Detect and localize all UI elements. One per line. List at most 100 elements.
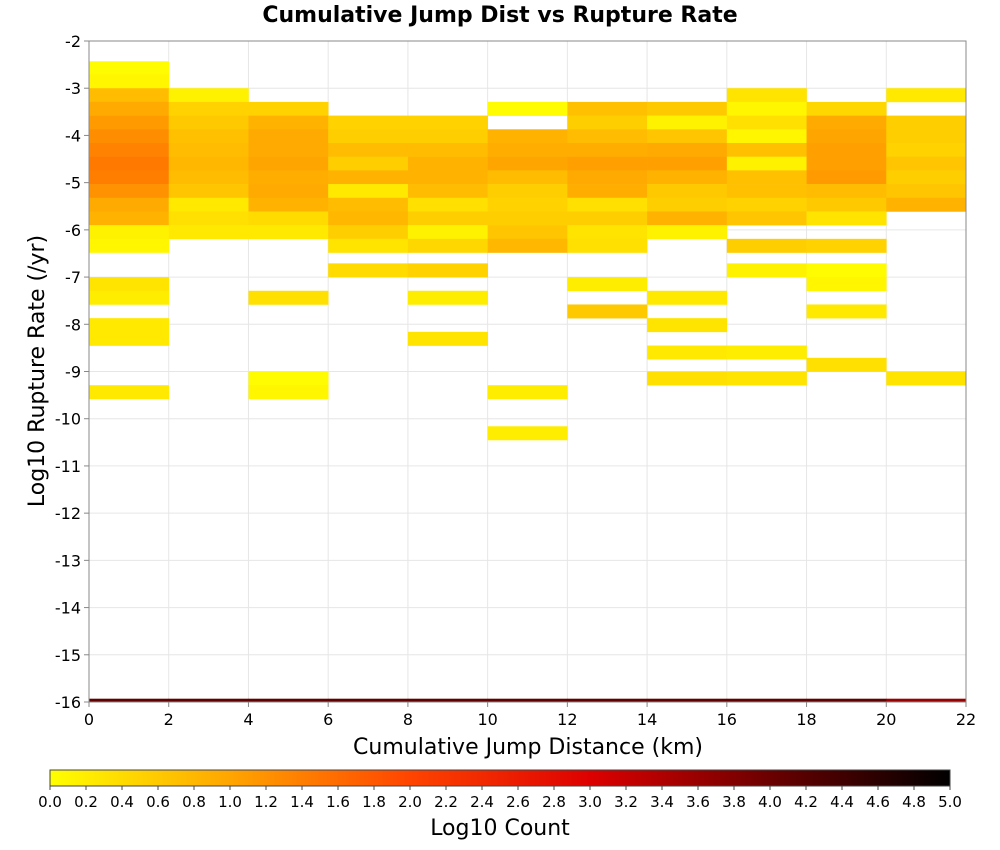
heatmap-cell bbox=[89, 331, 170, 346]
colorbar-tick-label: 4.2 bbox=[794, 793, 818, 811]
heatmap-cell bbox=[487, 698, 568, 703]
heatmap-cell bbox=[567, 142, 648, 157]
heatmap-cell bbox=[567, 115, 648, 130]
y-axis-label: Log10 Rupture Rate (/yr) bbox=[25, 235, 50, 507]
colorbar-tick-label: 2.4 bbox=[470, 793, 494, 811]
heatmap-cell bbox=[168, 129, 249, 144]
colorbar-tick-label: 1.6 bbox=[326, 793, 350, 811]
heatmap-cell bbox=[328, 184, 409, 199]
heatmap-cell bbox=[248, 211, 329, 226]
heatmap-cell bbox=[328, 142, 409, 157]
heatmap-cell bbox=[726, 129, 807, 144]
heatmap-cell bbox=[726, 211, 807, 226]
heatmap-cell bbox=[407, 184, 488, 199]
y-tick-label: -15 bbox=[55, 646, 81, 665]
heatmap-cell bbox=[407, 698, 488, 703]
x-tick-label: 22 bbox=[956, 710, 976, 729]
heatmap-cell bbox=[168, 698, 249, 703]
heatmap-cell bbox=[248, 371, 329, 386]
heatmap-cell bbox=[806, 263, 887, 278]
heatmap-cell bbox=[886, 129, 967, 144]
x-tick-label: 16 bbox=[717, 710, 737, 729]
colorbar-tick-label: 4.6 bbox=[866, 793, 890, 811]
colorbar-tick-label: 2.2 bbox=[434, 793, 458, 811]
heatmap-cell bbox=[89, 156, 170, 171]
heatmap-cell bbox=[248, 142, 329, 157]
colorbar-tick-label: 0.0 bbox=[38, 793, 62, 811]
y-tick-label: -8 bbox=[65, 315, 81, 334]
heatmap-cell bbox=[726, 142, 807, 157]
colorbar-tick-label: 2.8 bbox=[542, 793, 566, 811]
heatmap-cell bbox=[886, 698, 967, 703]
heatmap-cell bbox=[567, 304, 648, 319]
heatmap-cell bbox=[726, 184, 807, 199]
colorbar-tick-label: 3.4 bbox=[650, 793, 674, 811]
heatmap-cell bbox=[886, 184, 967, 199]
heatmap-cell bbox=[487, 211, 568, 226]
heatmap-cell bbox=[168, 197, 249, 212]
heatmap-cell bbox=[89, 385, 170, 400]
x-tick-label: 6 bbox=[323, 710, 333, 729]
heatmap-cell bbox=[567, 170, 648, 185]
heatmap-cell bbox=[168, 101, 249, 116]
heatmap-cell bbox=[487, 426, 568, 441]
heatmap-cell bbox=[806, 184, 887, 199]
heatmap-cell bbox=[567, 156, 648, 171]
heatmap-cell bbox=[647, 211, 728, 226]
heatmap-cell bbox=[168, 88, 249, 103]
heatmap-cell bbox=[726, 197, 807, 212]
heatmap-cell bbox=[567, 101, 648, 116]
heatmap-cell bbox=[89, 211, 170, 226]
heatmap-cell bbox=[806, 698, 887, 703]
heatmap-cell bbox=[487, 184, 568, 199]
heatmap-cell bbox=[567, 184, 648, 199]
heatmap-cell bbox=[328, 698, 409, 703]
heatmap-cell bbox=[248, 225, 329, 240]
heatmap-cell bbox=[647, 184, 728, 199]
heatmap-cell bbox=[248, 115, 329, 130]
heatmap-cell bbox=[487, 129, 568, 144]
heatmap-cell bbox=[407, 263, 488, 278]
colorbar-tick-label: 1.8 bbox=[362, 793, 386, 811]
heatmap-cell bbox=[806, 101, 887, 116]
heatmap-cell bbox=[168, 225, 249, 240]
heatmap-cell bbox=[89, 88, 170, 103]
heatmap-cell bbox=[89, 277, 170, 292]
heatmap-cell bbox=[328, 129, 409, 144]
heatmap-cell bbox=[726, 698, 807, 703]
heatmap-cell bbox=[407, 115, 488, 130]
heatmap-cell bbox=[726, 156, 807, 171]
heatmap-cell bbox=[567, 211, 648, 226]
colorbar-tick-label: 3.8 bbox=[722, 793, 746, 811]
y-tick-label: -5 bbox=[65, 174, 81, 193]
colorbar-tick-label: 0.4 bbox=[110, 793, 134, 811]
heatmap-cell bbox=[806, 129, 887, 144]
heatmap-cell bbox=[647, 115, 728, 130]
heatmap-cell bbox=[407, 197, 488, 212]
x-tick-label: 4 bbox=[243, 710, 253, 729]
heatmap-cell bbox=[647, 142, 728, 157]
heatmap-cell bbox=[487, 197, 568, 212]
y-tick-label: -7 bbox=[65, 268, 81, 287]
heatmap-cell bbox=[806, 357, 887, 372]
heatmap-cell bbox=[567, 225, 648, 240]
colorbar-tick-label: 1.0 bbox=[218, 793, 242, 811]
colorbar-tick-label: 2.6 bbox=[506, 793, 530, 811]
y-tick-label: -2 bbox=[65, 32, 81, 51]
heatmap-cell bbox=[89, 290, 170, 305]
heatmap-cells bbox=[89, 61, 967, 703]
y-tick-label: -10 bbox=[55, 410, 81, 429]
heatmap-cell bbox=[328, 225, 409, 240]
colorbar-tick-label: 1.4 bbox=[290, 793, 314, 811]
heatmap-cell bbox=[806, 142, 887, 157]
colorbar-tick-label: 0.6 bbox=[146, 793, 170, 811]
heatmap-cell bbox=[567, 698, 648, 703]
heatmap-cell bbox=[407, 331, 488, 346]
heatmap-cell bbox=[407, 142, 488, 157]
heatmap-cell bbox=[726, 101, 807, 116]
y-tick-label: -16 bbox=[55, 693, 81, 712]
heatmap-cell bbox=[806, 115, 887, 130]
heatmap-cell bbox=[487, 101, 568, 116]
colorbar-tick-label: 3.0 bbox=[578, 793, 602, 811]
